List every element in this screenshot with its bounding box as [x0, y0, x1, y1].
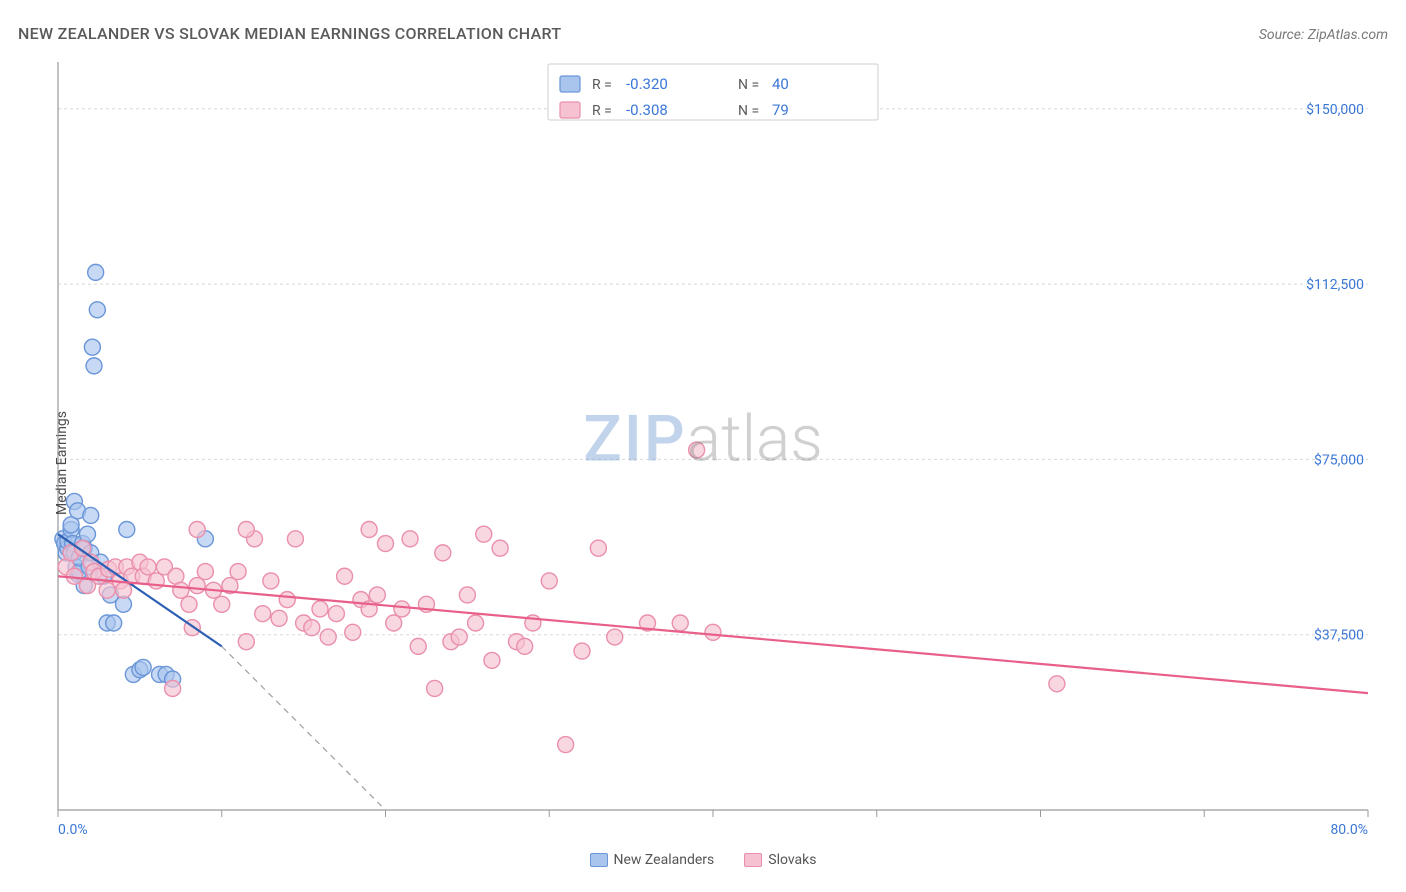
svg-text:N =: N =: [738, 103, 759, 119]
chart-title: NEW ZEALANDER VS SLOVAK MEDIAN EARNINGS …: [18, 24, 561, 43]
svg-text:R =: R =: [592, 77, 612, 93]
svg-text:$112,500: $112,500: [1306, 276, 1364, 293]
svg-text:$75,000: $75,000: [1314, 451, 1364, 468]
svg-text:$37,500: $37,500: [1314, 627, 1364, 644]
legend-item: Slovaks: [744, 852, 816, 868]
svg-text:-0.308: -0.308: [626, 101, 668, 119]
svg-text:79: 79: [772, 101, 789, 119]
svg-text:80.0%: 80.0%: [1330, 822, 1368, 838]
svg-text:0.0%: 0.0%: [58, 822, 88, 838]
svg-text:$150,000: $150,000: [1306, 101, 1364, 118]
svg-text:-0.320: -0.320: [626, 75, 668, 93]
svg-text:R =: R =: [592, 103, 612, 119]
legend-item: New Zealanders: [590, 852, 715, 868]
scatter-chart: $37,500 $75,000 $112,500 $150,000 0.0% 80.0% R…: [18, 58, 1388, 838]
svg-text:40: 40: [772, 75, 789, 93]
y-axis-title: Median Earnings: [54, 411, 70, 515]
chart-container: Median Earnings ZIPatlas $37,500$75,000$…: [18, 58, 1388, 868]
chart-source: Source: ZipAtlas.com: [1259, 27, 1388, 43]
series-legend: New Zealanders Slovaks: [18, 852, 1388, 868]
svg-text:N =: N =: [738, 77, 759, 93]
